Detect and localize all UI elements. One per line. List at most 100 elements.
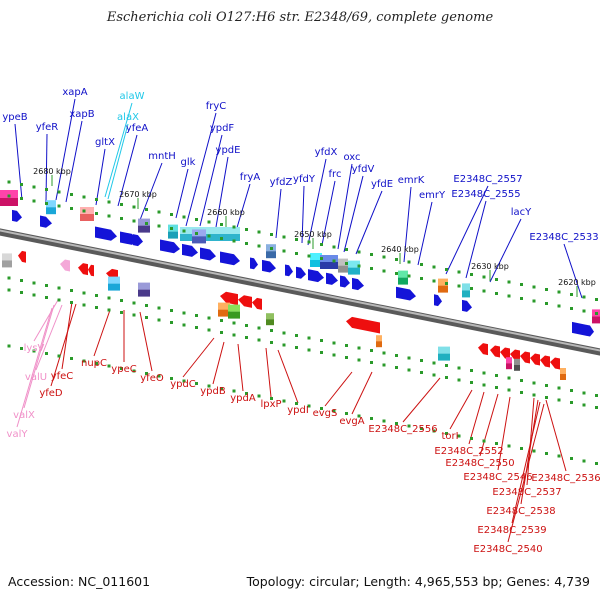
track-dot xyxy=(20,291,23,294)
cog-box-top xyxy=(506,357,512,364)
track-dot xyxy=(20,197,23,200)
label-connector xyxy=(182,337,215,378)
label-connector xyxy=(343,175,364,253)
cog-box-top xyxy=(462,283,470,291)
forward-gene-arrow xyxy=(396,286,416,301)
track-dot xyxy=(345,248,348,251)
track-dot xyxy=(157,374,161,378)
cog-box-top xyxy=(2,253,12,261)
forward-gene-arrow xyxy=(296,266,306,279)
label-connector xyxy=(16,307,53,428)
label-connector xyxy=(301,185,305,244)
track-dot xyxy=(145,372,148,375)
track-dot xyxy=(482,439,486,443)
label-connector xyxy=(175,168,189,219)
track-dot xyxy=(395,258,398,261)
track-dot xyxy=(557,290,561,294)
track-dot xyxy=(345,262,348,265)
track-dot xyxy=(432,265,436,269)
track-dot xyxy=(495,442,498,445)
reverse-gene-arrow xyxy=(18,250,26,263)
cog-box-top xyxy=(218,302,230,310)
track-dot xyxy=(420,277,423,280)
track-dot xyxy=(120,367,123,370)
track-dot xyxy=(95,198,98,201)
track-dot xyxy=(70,193,73,196)
track-dot xyxy=(57,204,61,208)
track-dot xyxy=(595,406,598,409)
reverse-gene-arrow xyxy=(510,349,520,362)
track-dot xyxy=(182,215,186,219)
track-dot xyxy=(245,242,248,245)
cog-box-top xyxy=(228,304,240,312)
track-dot xyxy=(270,397,273,400)
forward-gene-arrow xyxy=(95,226,117,241)
track-dot xyxy=(45,202,48,205)
track-dot xyxy=(507,376,511,380)
label-connector xyxy=(117,134,138,207)
label-connector xyxy=(139,311,153,372)
track-dot xyxy=(32,281,36,285)
track-dot xyxy=(582,309,586,313)
reverse-gene-label: E2348C_2546 xyxy=(463,472,532,483)
track-dot xyxy=(107,200,111,204)
label-connector xyxy=(185,112,217,227)
label-connector xyxy=(511,401,541,524)
reverse-gene-arrow xyxy=(550,357,560,370)
label-connector xyxy=(14,123,23,201)
track-dot xyxy=(382,255,386,259)
reverse-gene-label: ypdI xyxy=(287,405,309,416)
forward-gene-label: oxc xyxy=(343,152,360,163)
track-dot xyxy=(382,363,386,367)
track-dot xyxy=(532,449,536,453)
cog-box-top xyxy=(338,258,348,266)
label-connectors xyxy=(14,98,583,543)
reverse-gene-arrow xyxy=(88,264,94,277)
track-dot xyxy=(432,361,436,365)
track-dot xyxy=(132,219,136,223)
track-dot xyxy=(107,364,111,368)
track-dot xyxy=(282,249,286,253)
track-dot xyxy=(407,274,411,278)
label-connector xyxy=(445,185,489,275)
track-dot xyxy=(82,195,86,199)
label-connector xyxy=(23,304,55,409)
track-dot xyxy=(557,454,561,458)
track-dot xyxy=(320,339,323,342)
reverse-gene-arrow xyxy=(500,347,510,360)
track-dot xyxy=(332,353,336,357)
track-dot xyxy=(170,213,173,216)
forward-gene-arrow xyxy=(308,269,324,283)
track-dot xyxy=(407,368,411,372)
track-dot xyxy=(395,366,398,369)
reverse-gene-label: valX xyxy=(13,410,35,421)
track-dot xyxy=(232,333,236,337)
backbone-highlight xyxy=(0,229,600,352)
track-dots xyxy=(7,180,598,465)
track-dot xyxy=(357,264,361,268)
backbone-line xyxy=(0,228,600,356)
reverse-gene-label: valY xyxy=(7,429,29,440)
cog-box-top xyxy=(138,218,150,226)
label-connector xyxy=(199,134,223,227)
accession-label: Accession: NC_011601 xyxy=(8,574,151,589)
track-dot xyxy=(345,412,348,415)
label-connector xyxy=(324,371,353,407)
label-connector xyxy=(237,343,244,392)
cog-box-bottom xyxy=(560,374,566,380)
cog-box-bottom xyxy=(80,214,94,221)
track-dot xyxy=(407,424,411,428)
cog-box-top xyxy=(438,278,448,286)
track-dot xyxy=(295,402,298,405)
track-dot xyxy=(532,285,536,289)
track-dot xyxy=(520,447,523,450)
label-connector xyxy=(402,377,441,423)
track-dot xyxy=(420,263,423,266)
track-dot xyxy=(470,369,473,372)
label-connector xyxy=(65,120,83,203)
label-connector xyxy=(321,180,336,246)
track-dot xyxy=(120,203,123,206)
track-dot xyxy=(320,257,323,260)
track-dot xyxy=(232,225,236,229)
track-dot xyxy=(307,336,311,340)
